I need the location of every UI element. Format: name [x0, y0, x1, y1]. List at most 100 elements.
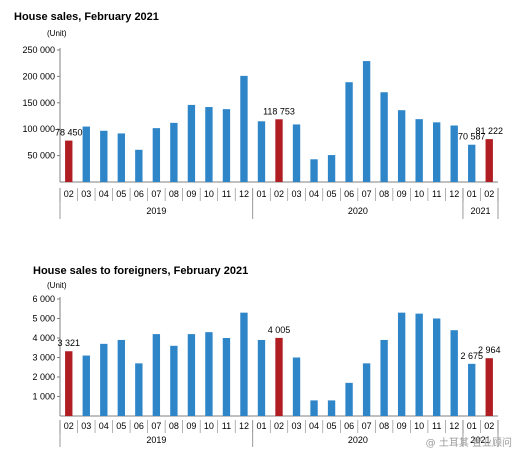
- bar: [240, 75, 248, 182]
- data-label: 4 005: [268, 325, 291, 335]
- bar: [310, 159, 318, 182]
- y-tick-label: 4 000: [32, 333, 55, 343]
- x-tick-label: 05: [116, 189, 126, 199]
- bar: [222, 338, 231, 416]
- x-tick-label: 11: [432, 421, 441, 431]
- bar: [380, 339, 388, 416]
- bar: [100, 343, 108, 416]
- x-tick-label: 06: [344, 421, 354, 431]
- y-tick-label: 150 000: [22, 98, 55, 108]
- bar: [82, 126, 90, 182]
- bar: [450, 125, 458, 182]
- x-tick-label: 10: [204, 421, 214, 431]
- bar: [345, 82, 353, 182]
- x-tick-label: 01: [467, 421, 477, 431]
- x-tick-label: 12: [449, 189, 459, 199]
- x-tick-label: 07: [362, 189, 372, 199]
- y-tick-label: 2 000: [32, 372, 55, 382]
- bar: [65, 351, 73, 416]
- x-tick-label: 06: [344, 189, 354, 199]
- bar: [485, 139, 493, 182]
- x-tick-label: 02: [274, 189, 284, 199]
- bar: [135, 363, 143, 416]
- year-label: 2019: [146, 206, 166, 216]
- x-tick-label: 08: [169, 421, 179, 431]
- year-label: 2019: [146, 435, 166, 445]
- bar: [327, 155, 336, 182]
- bar: [152, 128, 161, 182]
- bar: [257, 339, 266, 416]
- x-tick-label: 07: [151, 421, 161, 431]
- x-tick-label: 08: [379, 421, 389, 431]
- x-tick-label: 11: [222, 189, 231, 199]
- x-tick-label: 02: [484, 189, 494, 199]
- data-label: 81 222: [475, 126, 503, 136]
- bar: [292, 357, 301, 416]
- x-tick-label: 04: [309, 421, 319, 431]
- x-tick-label: 03: [81, 421, 91, 431]
- x-tick-label: 05: [116, 421, 126, 431]
- x-tick-label: 02: [274, 421, 284, 431]
- y-tick-label: 1 000: [32, 392, 55, 402]
- x-tick-label: 09: [397, 421, 407, 431]
- x-tick-label: 09: [186, 421, 196, 431]
- x-tick-label: 08: [379, 189, 389, 199]
- x-tick-label: 12: [239, 189, 249, 199]
- bar: [310, 400, 318, 416]
- x-tick-label: 07: [151, 189, 161, 199]
- x-tick-label: 10: [414, 189, 424, 199]
- bar: [415, 119, 423, 182]
- y-tick-label: 5 000: [32, 314, 55, 324]
- bar: [275, 119, 283, 182]
- data-label: 3 321: [57, 338, 80, 348]
- y-tick-label: 3 000: [32, 353, 55, 363]
- bar: [327, 400, 336, 416]
- bar: [485, 358, 493, 416]
- bar: [362, 363, 371, 416]
- x-tick-label: 01: [256, 421, 266, 431]
- x-tick-label: 07: [362, 421, 372, 431]
- y-unit-label: (Unit): [47, 29, 67, 38]
- x-tick-label: 05: [327, 189, 337, 199]
- bar: [187, 334, 196, 416]
- x-tick-label: 03: [81, 189, 91, 199]
- x-tick-label: 06: [134, 189, 144, 199]
- x-tick-label: 04: [99, 421, 109, 431]
- bar: [100, 130, 108, 182]
- bar: [65, 140, 73, 182]
- data-label: 70 587: [458, 132, 486, 142]
- bar: [468, 144, 476, 182]
- bar: [187, 104, 196, 182]
- chart-2: House sales to foreigners, February 2021…: [32, 265, 501, 447]
- y-tick-label: 6 000: [32, 294, 55, 304]
- chart-1: House sales, February 2021 (Unit) 50 000 10…: [14, 11, 503, 219]
- bar: [433, 318, 441, 416]
- bar: [275, 337, 283, 416]
- x-tick-label: 06: [134, 421, 144, 431]
- x-tick-label: 10: [414, 421, 424, 431]
- year-label: 2021: [470, 206, 490, 216]
- data-label: 2 964: [478, 345, 501, 355]
- bar: [468, 363, 476, 416]
- bar: [380, 92, 388, 182]
- x-tick-label: 12: [449, 421, 459, 431]
- bar: [152, 334, 161, 416]
- chart-title: House sales to foreigners, February 2021: [33, 265, 248, 277]
- bar: [292, 124, 301, 182]
- x-tick-label: 02: [64, 189, 74, 199]
- year-label: 2020: [348, 206, 368, 216]
- data-label: 2 675: [460, 351, 483, 361]
- bar: [415, 313, 423, 416]
- bar: [135, 149, 143, 182]
- x-tick-label: 11: [432, 189, 441, 199]
- x-tick-label: 09: [397, 189, 407, 199]
- y-tick-label: 200 000: [22, 71, 55, 81]
- data-label: 78 450: [55, 128, 83, 138]
- bar: [257, 121, 266, 182]
- bar: [117, 339, 125, 416]
- year-label: 2020: [348, 435, 368, 445]
- bar: [433, 122, 441, 182]
- y-tick-label: 50 000: [27, 151, 55, 161]
- bar: [170, 122, 178, 182]
